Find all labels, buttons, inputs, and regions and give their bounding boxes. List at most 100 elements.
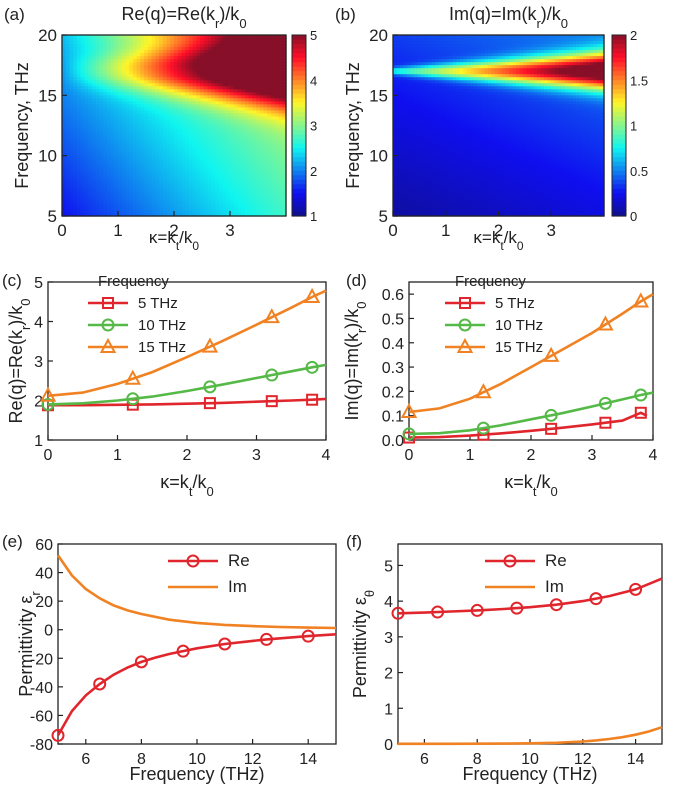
heatmap-cell — [456, 110, 461, 115]
heatmap-cell — [106, 110, 112, 115]
heatmap-cell — [442, 41, 447, 45]
heatmap-cell — [147, 38, 153, 42]
heatmap-cell — [421, 77, 426, 81]
heatmap-cell — [99, 113, 104, 118]
heatmap-cell — [282, 125, 287, 130]
heatmap-cell — [435, 161, 440, 166]
heatmap-cell — [403, 182, 408, 187]
heatmap-cell — [162, 35, 168, 39]
heatmap-cell — [403, 209, 408, 214]
heatmap-cell — [421, 80, 426, 84]
heatmap-cell — [456, 125, 461, 130]
heatmap-cell — [421, 107, 426, 112]
heatmap-cell — [200, 71, 205, 75]
heatmap-cell — [95, 137, 100, 142]
heatmap-cell — [256, 98, 261, 102]
heatmap-cell — [237, 143, 242, 148]
heatmap-cell — [237, 83, 242, 87]
heatmap-cell — [144, 71, 149, 75]
heatmap-cell — [445, 170, 450, 175]
heatmap-cell — [196, 167, 201, 172]
heatmap-cell — [428, 143, 433, 148]
heatmap-cell — [414, 134, 419, 139]
heatmap-cell — [140, 101, 145, 105]
heatmap-cell — [278, 71, 283, 75]
heatmap-cell — [106, 197, 112, 202]
label-part: /k — [179, 228, 193, 247]
heatmap-cell — [218, 98, 224, 102]
heatmap-cell — [159, 173, 164, 178]
heatmap-cell — [121, 107, 127, 112]
heatmap-cell — [421, 71, 426, 75]
heatmap-cell — [222, 95, 227, 99]
heatmap-cell — [118, 191, 123, 196]
heatmap-cell — [278, 86, 283, 90]
heatmap-cell — [414, 83, 419, 87]
heatmap-cell — [177, 212, 183, 217]
heatmap-cell — [215, 59, 220, 63]
heatmap-cell — [155, 35, 160, 39]
heatmap-cell — [252, 47, 257, 51]
heatmap-cell — [192, 110, 197, 115]
heatmap-cell — [159, 185, 164, 190]
heatmap-cell — [136, 167, 141, 172]
heatmap-cell — [159, 206, 164, 211]
heatmap-cell — [192, 212, 197, 217]
heatmap-cell — [114, 80, 119, 84]
heatmap-cell — [181, 35, 186, 39]
heatmap-cell — [421, 182, 426, 187]
heatmap-cell — [449, 194, 454, 199]
heatmap-cell — [203, 194, 209, 199]
heatmap-cell — [424, 149, 429, 154]
heatmap-cell — [400, 35, 405, 39]
heatmap-cell — [282, 107, 287, 112]
heatmap-cell — [393, 125, 398, 130]
heatmap-cell — [396, 101, 401, 105]
heatmap-cell — [256, 170, 261, 175]
heatmap-cell — [244, 173, 250, 178]
heatmap-cell — [155, 113, 160, 118]
heatmap-cell — [263, 176, 268, 181]
heatmap-cell — [218, 200, 224, 205]
heatmap-cell — [414, 77, 419, 81]
heatmap-cell — [76, 176, 82, 181]
colorbar-cell — [292, 197, 306, 204]
heatmap-cell — [121, 155, 127, 160]
heatmap-cell — [203, 92, 209, 96]
heatmap-cell — [103, 125, 108, 130]
heatmap-cell — [103, 188, 108, 193]
heatmap-cell — [162, 38, 168, 42]
heatmap-cell — [463, 83, 468, 87]
heatmap-cell — [449, 167, 454, 172]
heatmap-cell — [274, 110, 280, 115]
heatmap-cell — [407, 197, 412, 202]
heatmap-cell — [215, 98, 220, 102]
heatmap-cell — [162, 146, 168, 151]
heatmap-cell — [438, 62, 443, 66]
heatmap-cell — [62, 188, 67, 193]
heatmap-cell — [136, 161, 141, 166]
heatmap-cell — [263, 50, 268, 54]
heatmap-cell — [407, 77, 412, 81]
heatmap-cell — [118, 95, 123, 99]
heatmap-cell — [263, 92, 268, 96]
heatmap-cell — [177, 137, 183, 142]
heatmap-cell — [438, 53, 443, 57]
heatmap-cell — [84, 35, 89, 39]
heatmap-cell — [132, 143, 138, 148]
heatmap-cell — [91, 182, 97, 187]
heatmap-cell — [263, 47, 268, 51]
heatmap-cell — [282, 41, 287, 45]
heatmap-cell — [414, 116, 419, 121]
heatmap-cell — [241, 167, 246, 172]
colorbar-cell — [292, 206, 306, 213]
heatmap-cell — [88, 167, 93, 172]
heatmap-cell — [144, 140, 149, 145]
heatmap-cell — [155, 44, 160, 48]
heatmap-cell — [438, 77, 443, 81]
heatmap-cell — [421, 152, 426, 157]
heatmap-cell — [414, 164, 419, 169]
x-tick-label: 3 — [225, 221, 234, 240]
heatmap-cell — [69, 200, 74, 205]
heatmap-cell — [203, 41, 209, 45]
